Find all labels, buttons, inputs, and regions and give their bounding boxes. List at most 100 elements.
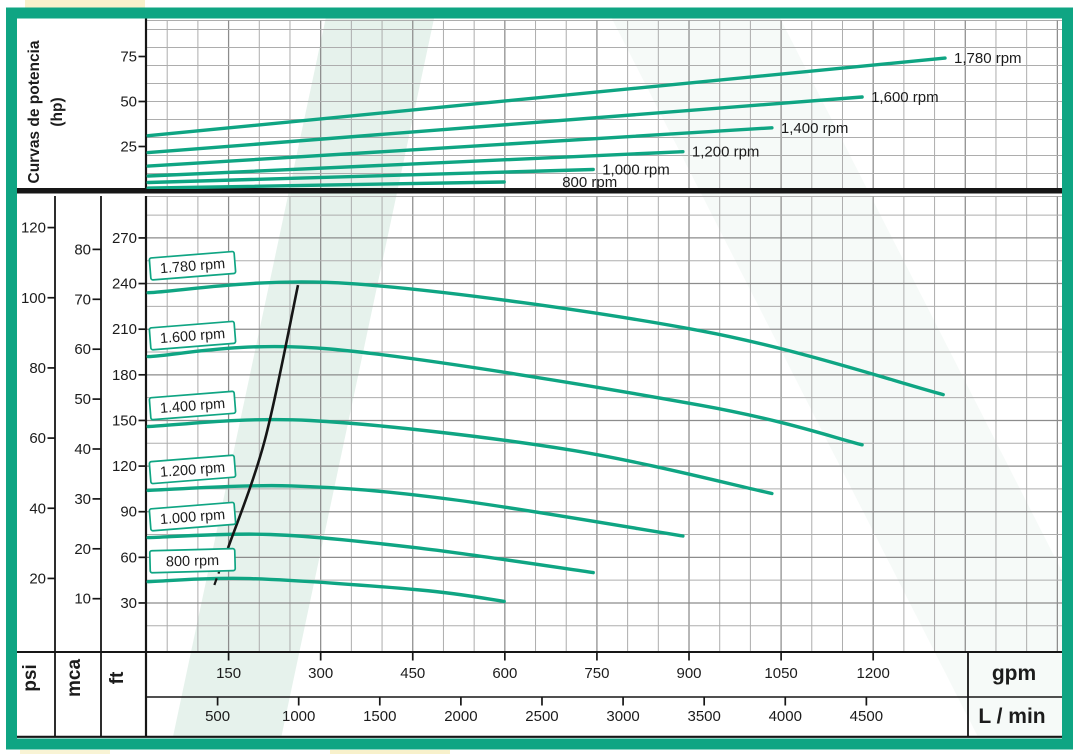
mca-tick-label: 70 xyxy=(74,291,91,308)
head-curve-1200 xyxy=(146,483,685,538)
head-curve-800 xyxy=(146,576,506,604)
mca-tick-label: 30 xyxy=(74,491,91,508)
lmin-unit-label: L / min xyxy=(978,705,1045,728)
hp-tick-label: 25 xyxy=(120,139,137,156)
lmin-tick-label: 1500 xyxy=(363,708,396,725)
head-curve-label-box xyxy=(148,547,237,574)
power-panel-ylabel-units: (hp) xyxy=(49,97,66,126)
ft-tick-label: 90 xyxy=(120,504,137,521)
gpm-tick-label: 450 xyxy=(400,665,425,682)
head-curve-label-box xyxy=(148,390,237,421)
psi-tick-label: 20 xyxy=(29,570,46,587)
ft-tick-label: 210 xyxy=(112,321,137,338)
ft-tick-label: 120 xyxy=(112,458,137,475)
power-curve-1780 xyxy=(146,56,947,138)
head-curves xyxy=(146,280,945,604)
ft-tick-label: 150 xyxy=(112,412,137,429)
power-curve-1200 xyxy=(146,150,685,178)
mca-tick-label: 10 xyxy=(74,591,91,608)
green-border-frame xyxy=(6,7,1073,750)
mca-tick-label: 20 xyxy=(74,541,91,558)
lmin-tick-label: 4000 xyxy=(769,708,802,725)
ft-tick-label: 270 xyxy=(112,230,137,247)
head-curve-1780 xyxy=(146,280,945,397)
watermark-yellow-top xyxy=(25,0,145,8)
psi-tick-label: 40 xyxy=(29,500,46,517)
lmin-tick-label: 3500 xyxy=(687,708,720,725)
power-curve-label-800: 800 rpm xyxy=(562,174,617,191)
hp-tick-label: 75 xyxy=(120,49,137,66)
head-curve-label-text: 800 rpm xyxy=(166,553,220,570)
watermark-yellow-bottom-left xyxy=(20,750,110,754)
head-curve-label-text: 1.000 rpm xyxy=(159,507,225,528)
panel-separator-line xyxy=(17,188,1062,194)
watermark xyxy=(151,18,1062,738)
psi-tick-label: 120 xyxy=(21,220,46,237)
ft-tick-label: 240 xyxy=(112,276,137,293)
ft-tick-label: 180 xyxy=(112,367,137,384)
head-curve-label-text: 1.780 rpm xyxy=(159,256,225,277)
power-curve-label-1000: 1,000 rpm xyxy=(602,162,670,179)
mca-tick-label: 60 xyxy=(74,341,91,358)
head-curve-label-1780: 1.780 rpm xyxy=(148,250,237,281)
power-curve-label-1200: 1,200 rpm xyxy=(692,144,760,161)
head-grid xyxy=(146,196,1062,652)
gpm-tick-label: 150 xyxy=(216,665,241,682)
head-curve-label-text: 1.400 rpm xyxy=(159,396,225,417)
head-curve-label-box xyxy=(148,501,237,532)
hp-tick-label: 50 xyxy=(120,94,137,111)
power-curve-label-1400: 1,400 rpm xyxy=(781,120,849,137)
head-curve-label-text: 1.600 rpm xyxy=(159,326,225,347)
power-curve-label-1780: 1,780 rpm xyxy=(954,50,1022,67)
power-curve-1400 xyxy=(146,126,774,168)
psi-tick-label: 100 xyxy=(21,290,46,307)
gpm-tick-label: 600 xyxy=(492,665,517,682)
head-curve-label-box xyxy=(148,320,237,351)
psi-tick-label: 80 xyxy=(29,360,46,377)
head-curve-label-box xyxy=(148,454,237,485)
head-curve-label-boxes: 1.780 rpm 1.600 rpm 1.400 rpm 1.200 rpm 1.00… xyxy=(148,250,237,574)
ft-tick-label: 30 xyxy=(120,595,137,612)
axis-ticks: 75 50 25 120 100 80 60 40 20 80 70 60 50 40 30 20 10 270 2… xyxy=(21,49,890,726)
head-curve-1000 xyxy=(146,532,595,575)
gpm-unit-label: gpm xyxy=(992,662,1036,685)
lmin-tick-label: 2500 xyxy=(525,708,558,725)
ft-unit-label: ft xyxy=(107,671,128,684)
ft-tick-label: 60 xyxy=(120,549,137,566)
power-curve-800 xyxy=(146,180,506,189)
gpm-tick-label: 1050 xyxy=(764,665,797,682)
watermark-band-right xyxy=(584,18,1062,738)
lmin-tick-label: 4500 xyxy=(850,708,883,725)
head-curve-1400 xyxy=(146,417,774,496)
head-curve-label-text: 1.200 rpm xyxy=(159,460,225,481)
power-curve-1600 xyxy=(146,95,864,155)
power-curve-1000 xyxy=(146,167,595,185)
head-curve-label-1600: 1.600 rpm xyxy=(148,320,237,351)
head-curve-label-800: 800 rpm xyxy=(148,547,237,574)
gpm-tick-label: 750 xyxy=(584,665,609,682)
lmin-tick-label: 2000 xyxy=(444,708,477,725)
head-curve-label-1200: 1.200 rpm xyxy=(148,454,237,485)
watermark-yellow-bottom xyxy=(330,750,450,754)
lmin-tick-label: 500 xyxy=(205,708,230,725)
lmin-tick-label: 1000 xyxy=(282,708,315,725)
power-curve-label-1600: 1,600 rpm xyxy=(871,89,939,106)
power-curve-labels: 1,780 rpm 1,600 rpm 1,400 rpm 1,200 rpm 1,00… xyxy=(562,50,1021,191)
gpm-tick-label: 300 xyxy=(308,665,333,682)
power-panel-ylabel: Curvas de potencia xyxy=(26,40,43,183)
power-curves xyxy=(146,56,947,189)
gpm-tick-label: 900 xyxy=(676,665,701,682)
head-curve-label-1000: 1.000 rpm xyxy=(148,501,237,532)
gpm-tick-label: 1200 xyxy=(856,665,889,682)
mca-unit-label: mca xyxy=(64,659,85,697)
watermark-band-left xyxy=(151,18,451,738)
lmin-tick-label: 3000 xyxy=(606,708,639,725)
head-curve-1600 xyxy=(146,344,864,447)
mca-tick-label: 80 xyxy=(74,241,91,258)
mca-tick-label: 40 xyxy=(74,441,91,458)
psi-unit-label: psi xyxy=(20,664,41,691)
bep-line-solid xyxy=(226,284,300,549)
psi-tick-label: 60 xyxy=(29,430,46,447)
head-curve-label-1400: 1.400 rpm xyxy=(148,390,237,421)
